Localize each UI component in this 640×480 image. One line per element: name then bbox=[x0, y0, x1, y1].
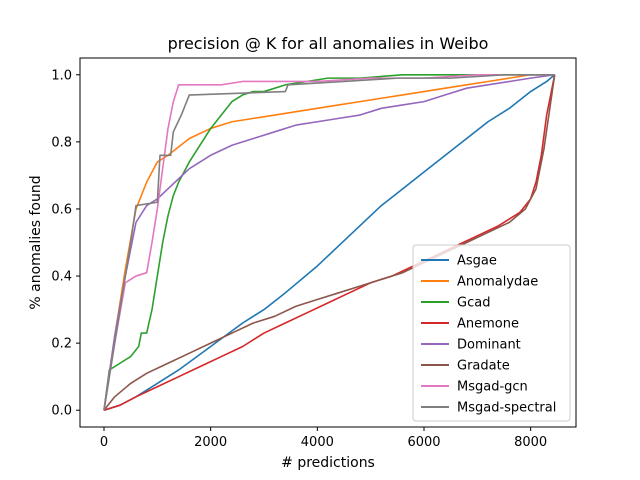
y-tick-label: 0.2 bbox=[51, 337, 72, 352]
legend-entry-label: Anomalydae bbox=[457, 275, 538, 290]
y-tick-label: 0.6 bbox=[51, 202, 72, 217]
y-axis-ticks: 0.0 0.2 0.4 0.6 0.8 1.0 bbox=[51, 68, 80, 419]
x-tick-label: 2000 bbox=[194, 435, 227, 450]
legend-box bbox=[412, 244, 571, 422]
x-tick-label: 6000 bbox=[407, 435, 440, 450]
y-tick-label: 0.4 bbox=[51, 270, 72, 285]
plot-frame bbox=[79, 57, 577, 428]
series-line-asgae bbox=[103, 74, 556, 411]
legend-entry-label: Dominant bbox=[457, 338, 521, 353]
chart-title: precision @ K for all anomalies in Weibo bbox=[168, 34, 489, 53]
legend-entry-label: Msgad-spectral bbox=[457, 401, 556, 416]
legend-entry-label: Gcad bbox=[457, 296, 490, 311]
legend-entry-label: Asgae bbox=[457, 254, 497, 269]
x-tick-label: 4000 bbox=[301, 435, 334, 450]
series-layer bbox=[103, 73, 556, 411]
series-line-anomalydae bbox=[103, 73, 555, 411]
y-tick-label: 1.0 bbox=[51, 68, 72, 83]
y-axis-label: % anomalies found bbox=[28, 175, 44, 309]
legend-entry-label: Gradate bbox=[457, 359, 510, 374]
x-axis-ticks: 0 2000 4000 6000 8000 bbox=[100, 427, 547, 450]
legend: Asgae Anomalydae Gcad Anemone Dominant Gradat… bbox=[412, 244, 571, 422]
y-tick-label: 0.8 bbox=[51, 135, 72, 150]
x-tick-label: 0 bbox=[100, 435, 108, 450]
series-line-msgad-spectral bbox=[103, 73, 555, 411]
series-line-gradate bbox=[103, 74, 556, 411]
y-tick-label: 0.0 bbox=[51, 404, 72, 419]
x-axis-label: # predictions bbox=[281, 455, 375, 471]
x-tick-label: 8000 bbox=[514, 435, 547, 450]
legend-entry-label: Msgad-gcn bbox=[457, 380, 528, 395]
legend-entry-label: Anemone bbox=[457, 317, 519, 332]
series-line-dominant bbox=[103, 73, 555, 411]
